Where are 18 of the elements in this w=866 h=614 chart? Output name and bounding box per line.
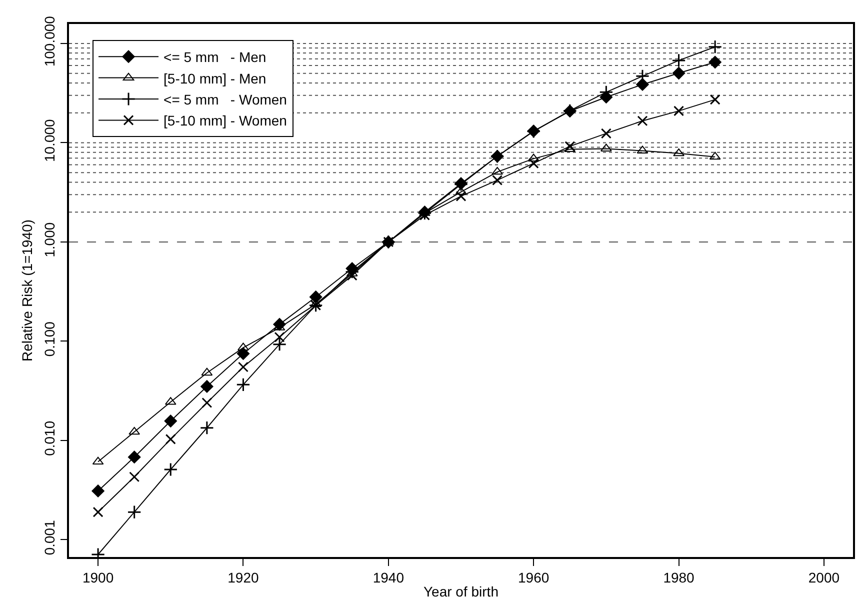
x-tick-label: 1900 bbox=[82, 570, 114, 586]
x-tick-label: 2000 bbox=[808, 570, 840, 586]
x-tick-label: 1980 bbox=[663, 570, 695, 586]
y-axis-title: Relative Risk (1=1940) bbox=[18, 219, 35, 362]
y-tick-label: 10.000 bbox=[42, 118, 58, 162]
legend-label: [5-10 mm] - Women bbox=[164, 112, 287, 129]
legend-label: <= 5 mm - Men bbox=[164, 49, 266, 66]
x-tick-label: 1920 bbox=[228, 570, 259, 586]
legend-label: [5-10 mm] - Men bbox=[164, 70, 266, 86]
legend-label: <= 5 mm - Women bbox=[164, 91, 287, 108]
y-tick-label: 0.001 bbox=[42, 520, 58, 556]
x-axis-title: Year of birth bbox=[424, 583, 498, 600]
y-tick-label: 100.000 bbox=[42, 16, 58, 67]
y-tick-label: 1.000 bbox=[42, 222, 58, 258]
x-tick-label: 1960 bbox=[518, 570, 550, 586]
y-tick-label: 0.010 bbox=[42, 420, 58, 456]
y-tick-label: 0.100 bbox=[42, 321, 58, 357]
x-tick-label: 1940 bbox=[372, 570, 404, 586]
